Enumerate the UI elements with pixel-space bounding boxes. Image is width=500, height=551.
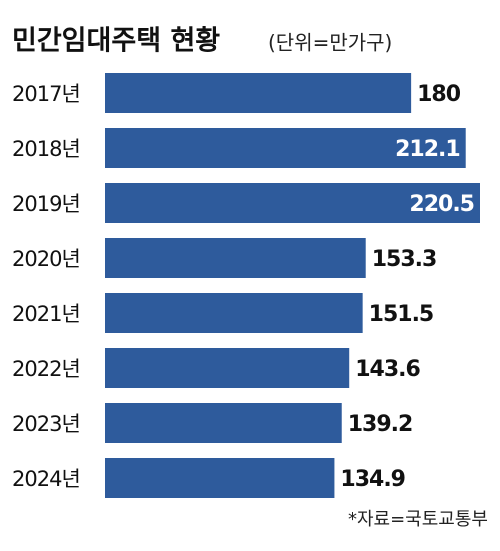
y-tick-label: 2024년 [12,467,80,491]
bar [105,403,342,443]
bar [105,458,335,498]
bar [105,183,480,223]
value-label: 220.5 [409,192,474,217]
bar [105,128,466,168]
y-tick-label: 2023년 [12,412,80,436]
y-tick-label: 2022년 [12,357,80,381]
bar [105,293,363,333]
value-label: 143.6 [355,357,420,382]
source-note: *자료=국토교통부 [348,509,488,530]
value-label: 180 [417,82,461,107]
y-tick-label: 2019년 [12,192,80,216]
y-tick-label: 2020년 [12,247,80,271]
chart-subtitle: (단위=만가구) [268,31,392,55]
bar [105,238,366,278]
value-label: 134.9 [340,467,405,492]
chart-title: 민간임대주택 현황 [12,26,220,57]
value-label: 212.1 [395,137,460,162]
value-label: 151.5 [369,302,434,327]
y-tick-label: 2021년 [12,302,80,326]
value-label: 153.3 [372,247,437,272]
value-label: 139.2 [348,412,413,437]
bar [105,348,350,388]
y-tick-label: 2018년 [12,137,80,161]
y-tick-label: 2017년 [12,82,80,106]
bar [105,73,412,113]
